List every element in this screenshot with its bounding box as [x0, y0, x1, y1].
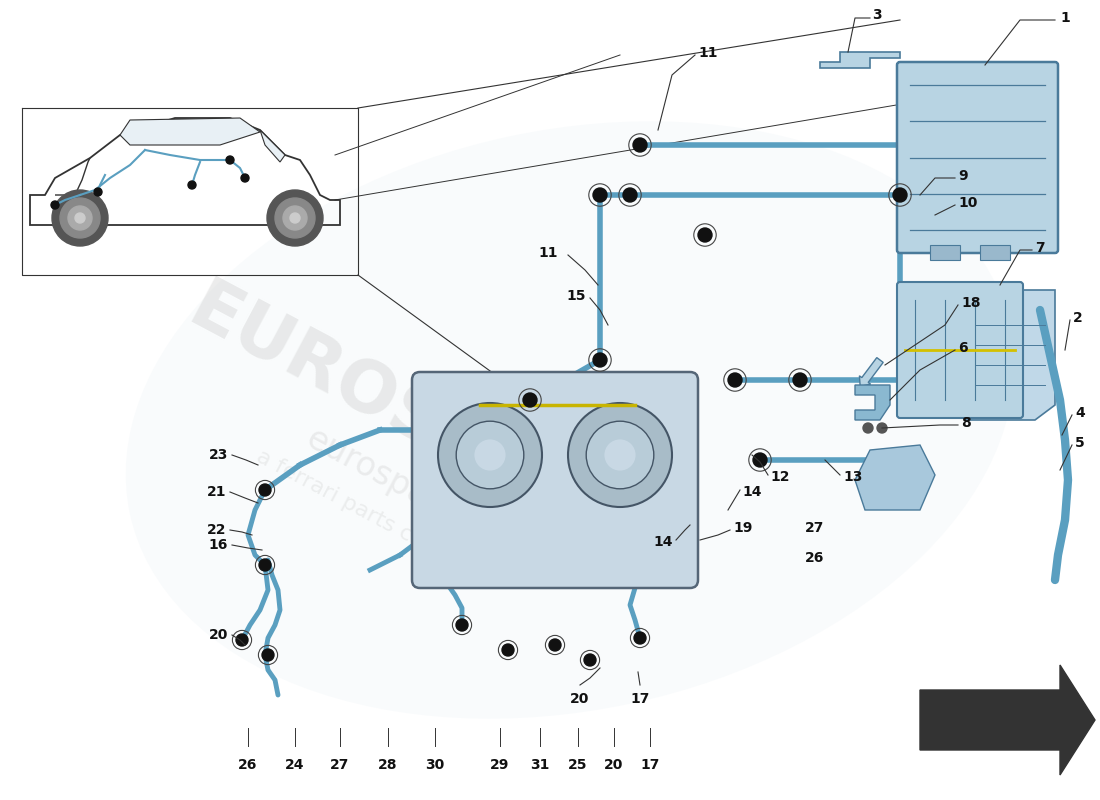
Text: 3: 3 [872, 8, 881, 22]
Polygon shape [855, 445, 935, 510]
Text: 12: 12 [770, 470, 790, 484]
Bar [930, 245, 960, 260]
Circle shape [60, 198, 100, 238]
Circle shape [604, 439, 636, 470]
Circle shape [236, 634, 248, 646]
Text: 29: 29 [491, 758, 509, 772]
Text: 25: 25 [569, 758, 587, 772]
Circle shape [474, 439, 506, 470]
FancyArrow shape [859, 358, 883, 386]
Text: 31: 31 [530, 758, 550, 772]
Text: a ferrari parts centre: a ferrari parts centre [253, 446, 468, 574]
Text: 11: 11 [539, 246, 558, 260]
Text: 14: 14 [653, 535, 673, 549]
Text: 7: 7 [1035, 241, 1045, 255]
Circle shape [593, 188, 607, 202]
Text: EUROSPARES: EUROSPARES [177, 274, 683, 586]
Polygon shape [920, 665, 1094, 775]
Text: 26: 26 [805, 551, 824, 565]
Text: 13: 13 [843, 470, 862, 484]
Circle shape [698, 228, 712, 242]
Text: 30: 30 [426, 758, 444, 772]
Text: 8: 8 [961, 416, 970, 430]
Circle shape [456, 421, 524, 489]
Text: 24: 24 [285, 758, 305, 772]
Polygon shape [820, 52, 900, 68]
Circle shape [632, 138, 647, 152]
Circle shape [188, 181, 196, 189]
FancyBboxPatch shape [412, 372, 698, 588]
Circle shape [262, 649, 274, 661]
Text: 2: 2 [1072, 311, 1082, 325]
Circle shape [241, 174, 249, 182]
Circle shape [568, 403, 672, 507]
Circle shape [634, 632, 646, 644]
Circle shape [793, 373, 807, 387]
Circle shape [864, 423, 873, 433]
Circle shape [52, 190, 108, 246]
Text: 21: 21 [207, 485, 226, 499]
Circle shape [275, 198, 315, 238]
Circle shape [290, 213, 300, 223]
Circle shape [522, 393, 537, 407]
Circle shape [593, 353, 607, 367]
Text: 22: 22 [207, 523, 226, 537]
Text: 9: 9 [958, 169, 968, 183]
Text: 20: 20 [604, 758, 624, 772]
Circle shape [623, 188, 637, 202]
Circle shape [94, 188, 102, 196]
Text: 17: 17 [640, 758, 660, 772]
Text: 5: 5 [1075, 436, 1085, 450]
Circle shape [502, 644, 514, 656]
Circle shape [438, 403, 542, 507]
Circle shape [893, 188, 907, 202]
FancyBboxPatch shape [896, 282, 1023, 418]
Text: 11: 11 [698, 46, 717, 60]
Circle shape [728, 373, 743, 387]
Circle shape [586, 421, 653, 489]
Circle shape [754, 453, 767, 467]
Circle shape [258, 559, 271, 571]
Polygon shape [120, 118, 260, 145]
Text: 20: 20 [209, 628, 228, 642]
Circle shape [258, 484, 271, 496]
Text: 1: 1 [1060, 11, 1069, 25]
Text: 10: 10 [958, 196, 978, 210]
Bar [980, 245, 1010, 260]
Text: eurospares: eurospares [300, 422, 480, 538]
Text: 17: 17 [630, 692, 650, 706]
Circle shape [456, 619, 468, 631]
Text: 19: 19 [733, 521, 752, 535]
Text: 20: 20 [570, 692, 590, 706]
Text: 16: 16 [209, 538, 228, 552]
Text: 6: 6 [958, 341, 968, 355]
Ellipse shape [125, 122, 1014, 718]
Text: 27: 27 [805, 521, 824, 535]
Circle shape [68, 206, 92, 230]
Circle shape [549, 639, 561, 651]
FancyBboxPatch shape [896, 62, 1058, 253]
Text: 18: 18 [961, 296, 980, 310]
Text: 28: 28 [378, 758, 398, 772]
Text: 14: 14 [742, 485, 761, 499]
Circle shape [51, 201, 59, 209]
Text: 23: 23 [209, 448, 228, 462]
Polygon shape [965, 290, 1055, 420]
Circle shape [283, 206, 307, 230]
Circle shape [877, 423, 887, 433]
Circle shape [584, 654, 596, 666]
Circle shape [267, 190, 323, 246]
Text: 26: 26 [239, 758, 257, 772]
Circle shape [226, 156, 234, 164]
Polygon shape [260, 130, 285, 162]
Circle shape [75, 213, 85, 223]
Text: 4: 4 [1075, 406, 1085, 420]
Text: 27: 27 [330, 758, 350, 772]
Text: 15: 15 [566, 289, 586, 303]
Polygon shape [855, 385, 890, 420]
